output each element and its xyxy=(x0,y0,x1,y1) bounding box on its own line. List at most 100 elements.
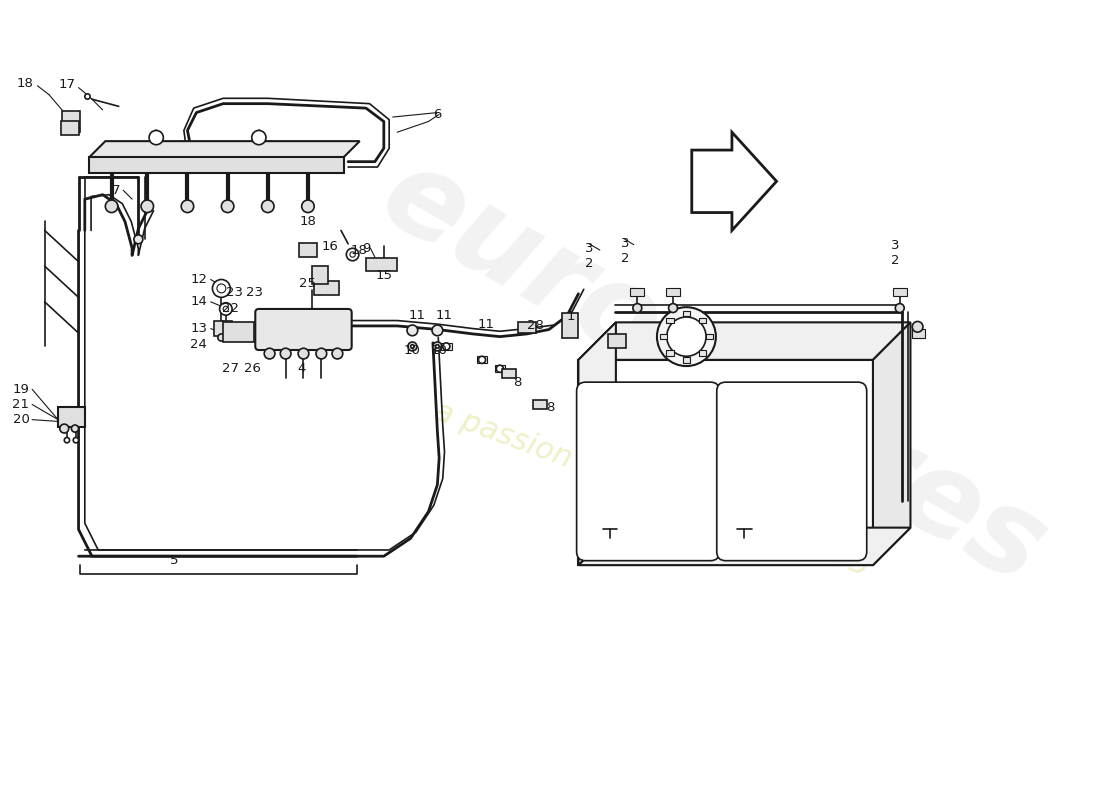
Bar xyxy=(660,334,667,339)
Bar xyxy=(315,282,339,294)
Circle shape xyxy=(221,200,234,213)
Text: 27: 27 xyxy=(222,362,239,375)
Circle shape xyxy=(150,130,163,145)
Circle shape xyxy=(433,342,442,351)
Bar xyxy=(667,350,673,356)
FancyBboxPatch shape xyxy=(255,309,352,350)
Circle shape xyxy=(301,200,315,213)
Bar xyxy=(502,369,516,378)
Text: 18: 18 xyxy=(16,77,34,90)
Text: 18: 18 xyxy=(300,215,317,228)
Text: 18: 18 xyxy=(351,243,367,257)
Circle shape xyxy=(350,252,355,257)
Bar xyxy=(476,356,487,363)
Bar xyxy=(608,334,626,348)
Text: 7: 7 xyxy=(112,184,121,197)
Circle shape xyxy=(64,438,69,443)
Circle shape xyxy=(478,356,485,363)
Bar xyxy=(441,343,452,350)
Bar xyxy=(58,407,85,426)
Bar xyxy=(518,322,536,333)
Text: 5: 5 xyxy=(170,554,178,567)
Circle shape xyxy=(182,200,194,213)
Circle shape xyxy=(657,307,716,366)
Text: 26: 26 xyxy=(244,362,261,375)
Circle shape xyxy=(410,345,415,348)
Circle shape xyxy=(667,317,706,356)
Bar xyxy=(683,310,690,316)
Circle shape xyxy=(223,306,229,312)
Circle shape xyxy=(669,303,678,313)
Circle shape xyxy=(895,303,904,313)
Circle shape xyxy=(217,284,226,293)
Bar xyxy=(683,357,690,362)
FancyBboxPatch shape xyxy=(717,382,867,561)
Polygon shape xyxy=(579,322,911,360)
Bar xyxy=(666,289,680,295)
Text: 2: 2 xyxy=(891,254,900,267)
Bar xyxy=(630,289,645,295)
Circle shape xyxy=(141,200,154,213)
Circle shape xyxy=(316,348,327,359)
Bar xyxy=(562,313,579,338)
Bar xyxy=(700,318,706,323)
Text: 19: 19 xyxy=(12,382,30,396)
Text: 23: 23 xyxy=(246,286,263,299)
Bar xyxy=(60,121,78,135)
Circle shape xyxy=(72,425,78,432)
Circle shape xyxy=(262,200,274,213)
Bar xyxy=(214,322,232,336)
Circle shape xyxy=(280,348,292,359)
Polygon shape xyxy=(579,322,616,565)
Text: a passion for parts since 1985: a passion for parts since 1985 xyxy=(430,397,873,582)
Circle shape xyxy=(407,325,418,336)
Text: eurospares: eurospares xyxy=(362,137,1066,610)
Text: 12: 12 xyxy=(190,273,207,286)
Text: 4: 4 xyxy=(297,362,306,375)
Bar xyxy=(366,258,397,270)
Text: 6: 6 xyxy=(433,108,441,121)
Text: 22: 22 xyxy=(222,302,239,315)
Bar xyxy=(63,110,80,132)
Text: 10: 10 xyxy=(404,345,421,358)
Circle shape xyxy=(442,343,450,350)
Text: 11: 11 xyxy=(408,309,426,322)
Text: 8: 8 xyxy=(514,376,521,389)
Text: 16: 16 xyxy=(322,240,339,253)
Text: 23: 23 xyxy=(226,286,243,299)
Circle shape xyxy=(252,130,266,145)
Bar xyxy=(706,334,713,339)
Bar xyxy=(299,243,317,257)
Text: 1: 1 xyxy=(566,310,575,323)
Circle shape xyxy=(496,365,504,372)
Text: 10: 10 xyxy=(431,345,448,358)
Text: 3: 3 xyxy=(891,239,900,252)
Circle shape xyxy=(632,303,641,313)
Polygon shape xyxy=(89,158,343,174)
Circle shape xyxy=(432,325,442,336)
Text: 9: 9 xyxy=(362,242,371,254)
Text: 14: 14 xyxy=(190,295,207,308)
Text: 17: 17 xyxy=(59,78,76,91)
Text: 8: 8 xyxy=(547,401,554,414)
Bar xyxy=(495,365,505,372)
Text: 2: 2 xyxy=(585,257,593,270)
Circle shape xyxy=(85,94,90,99)
Circle shape xyxy=(298,348,309,359)
Bar xyxy=(892,289,906,295)
Circle shape xyxy=(218,334,224,341)
Circle shape xyxy=(436,345,439,348)
Circle shape xyxy=(346,248,359,261)
Circle shape xyxy=(106,200,118,213)
Bar xyxy=(532,400,547,409)
Text: 13: 13 xyxy=(190,322,207,335)
Text: 11: 11 xyxy=(436,309,452,322)
FancyBboxPatch shape xyxy=(576,382,719,561)
Circle shape xyxy=(408,342,417,351)
Polygon shape xyxy=(692,132,777,230)
Text: 25: 25 xyxy=(299,278,317,290)
Bar xyxy=(311,266,328,284)
Polygon shape xyxy=(579,360,873,565)
Text: 3: 3 xyxy=(585,242,593,254)
Text: 15: 15 xyxy=(375,269,393,282)
